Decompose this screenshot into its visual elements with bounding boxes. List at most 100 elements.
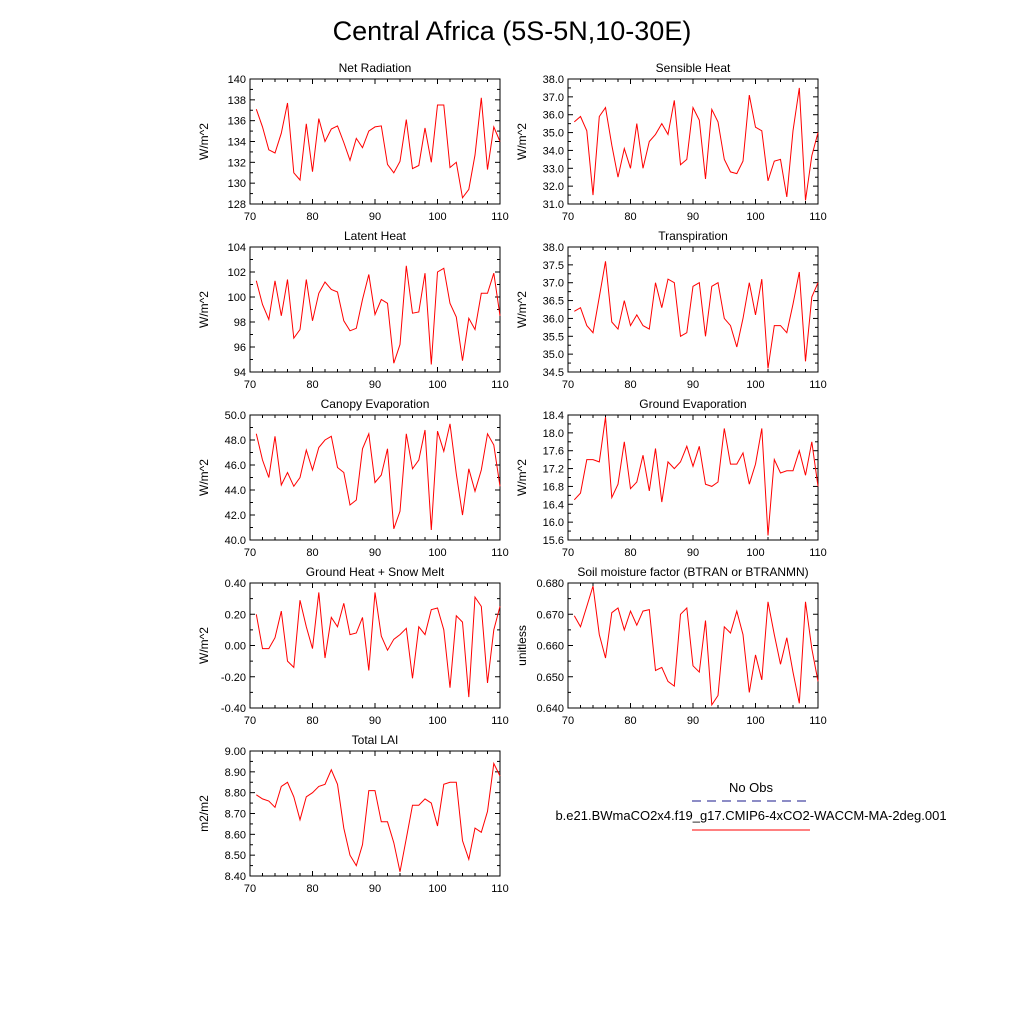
x-tick-label: 80	[306, 883, 318, 895]
y-tick-label: 38.0	[543, 74, 564, 86]
panel-6: 70 80 90 100 110 -0.40 -0.20 0.00 0.20 0.40 Ground…	[197, 565, 509, 727]
y-tick-label: 134	[228, 137, 246, 149]
y-tick-label: 8.80	[225, 788, 246, 800]
series-line	[255, 265, 501, 365]
panel-title: Soil moisture factor (BTRAN or BTRANMN)	[577, 565, 808, 579]
y-tick-label: -0.20	[221, 672, 246, 684]
y-axis-label: W/m^2	[515, 459, 529, 496]
panel-7: 70 80 90 100 110 0.640 0.650 0.660 0.670 0.680 Soi…	[515, 565, 827, 727]
x-tick-label: 70	[244, 883, 256, 895]
y-tick-label: 42.0	[225, 510, 246, 522]
legend-model-label: b.e21.BWmaCO2x4.f19_g17.CMIP6-4xCO2-WACC…	[555, 808, 946, 823]
x-tick-label: 90	[687, 379, 699, 391]
y-tick-label: 37.5	[543, 260, 564, 272]
panel-5: 70 80 90 100 110 15.6 16.0 16.4 16.8 17.2 17.6 18.0…	[515, 397, 827, 559]
y-tick-label: 9.00	[225, 746, 246, 758]
panel-frame	[249, 750, 501, 877]
y-tick-label: 0.670	[536, 609, 564, 621]
y-tick-label: 8.70	[225, 809, 246, 821]
panel-title: Ground Evaporation	[639, 397, 746, 411]
x-tick-label: 70	[562, 547, 574, 559]
x-tick-label: 100	[428, 883, 446, 895]
x-tick-label: 90	[369, 547, 381, 559]
y-tick-label: 0.40	[225, 578, 246, 590]
y-tick-label: 0.00	[225, 641, 246, 653]
panel-2: 70 80 90 100 110 94 96 98 100 102 104 Latent Heat W/…	[197, 229, 509, 391]
legend-obs-label: No Obs	[729, 780, 774, 795]
x-tick-label: 110	[809, 379, 827, 391]
panel-3: 70 80 90 100 110 34.5 35.0 35.5 36.0 36.5 37.0 37.5…	[515, 229, 827, 391]
y-tick-label: 17.2	[543, 464, 564, 476]
y-tick-label: 138	[228, 95, 246, 107]
series-line	[573, 417, 819, 536]
figure-title: Central Africa (5S-5N,10-30E)	[333, 16, 692, 46]
x-tick-label: 100	[746, 715, 764, 727]
y-axis-label: W/m^2	[197, 291, 211, 328]
x-tick-label: 100	[428, 547, 446, 559]
y-axis-label: unitless	[515, 625, 529, 666]
y-tick-label: 37.0	[543, 278, 564, 290]
panel-8: 70 80 90 100 110 8.40 8.50 8.60 8.70 8.80 8.90 9.00…	[197, 733, 509, 895]
panel-4: 70 80 90 100 110 40.0 42.0 44.0 46.0 48.0 50.0 Cano…	[197, 397, 509, 559]
panel-frame	[567, 78, 819, 205]
panel-title: Transpiration	[658, 229, 728, 243]
x-tick-label: 90	[687, 715, 699, 727]
y-tick-label: 8.60	[225, 829, 246, 841]
y-tick-label: 32.0	[543, 181, 564, 193]
panel-title: Ground Heat + Snow Melt	[306, 565, 445, 579]
panel-frame	[249, 414, 501, 541]
y-tick-label: 102	[228, 267, 246, 279]
y-tick-label: 37.0	[543, 92, 564, 104]
y-tick-label: 140	[228, 74, 246, 86]
x-tick-label: 110	[491, 715, 509, 727]
y-tick-label: 8.90	[225, 767, 246, 779]
series-line	[574, 261, 819, 369]
x-tick-label: 70	[562, 211, 574, 223]
y-tick-label: 8.40	[225, 871, 246, 883]
y-axis-label: W/m^2	[515, 291, 529, 328]
x-tick-label: 100	[428, 715, 446, 727]
y-tick-label: 128	[228, 199, 246, 211]
y-tick-label: 136	[228, 116, 246, 128]
y-tick-label: 34.5	[543, 367, 564, 379]
x-tick-label: 80	[306, 547, 318, 559]
panel-frame	[567, 414, 819, 541]
y-tick-label: 16.0	[543, 517, 564, 529]
panel-title: Net Radiation	[339, 61, 412, 75]
y-axis-label: W/m^2	[515, 123, 529, 160]
y-tick-label: 50.0	[225, 410, 246, 422]
series-line	[255, 423, 501, 531]
y-tick-label: 0.640	[536, 703, 564, 715]
x-tick-label: 90	[687, 547, 699, 559]
x-tick-label: 110	[809, 547, 827, 559]
y-tick-label: 40.0	[225, 535, 246, 547]
y-tick-label: 0.680	[536, 578, 564, 590]
y-tick-label: 94	[234, 367, 246, 379]
x-tick-label: 90	[369, 211, 381, 223]
panel-title: Canopy Evaporation	[321, 397, 430, 411]
y-tick-label: 31.0	[543, 199, 564, 211]
y-tick-label: 34.0	[543, 145, 564, 157]
y-tick-label: 16.4	[543, 499, 564, 511]
x-tick-label: 80	[306, 715, 318, 727]
series-line	[256, 761, 501, 872]
y-tick-label: 44.0	[225, 485, 246, 497]
x-tick-label: 100	[746, 379, 764, 391]
y-axis-label: W/m^2	[197, 123, 211, 160]
x-tick-label: 70	[244, 547, 256, 559]
panel-title: Latent Heat	[344, 229, 407, 243]
panel-0: 70 80 90 100 110 128 130 132 134 136 138 140 Net Rad…	[197, 61, 509, 223]
y-tick-label: 46.0	[225, 460, 246, 472]
y-axis-label: W/m^2	[197, 627, 211, 664]
y-tick-label: -0.40	[221, 703, 246, 715]
y-tick-label: 100	[228, 292, 246, 304]
y-tick-label: 36.0	[543, 110, 564, 122]
x-tick-label: 80	[306, 211, 318, 223]
y-tick-label: 33.0	[543, 163, 564, 175]
y-tick-label: 38.0	[543, 242, 564, 254]
y-tick-label: 18.4	[543, 410, 564, 422]
x-tick-label: 110	[491, 211, 509, 223]
panel-1: 70 80 90 100 110 31.0 32.0 33.0 34.0 35.0 36.0 37.0…	[515, 61, 827, 223]
x-tick-label: 110	[809, 715, 827, 727]
